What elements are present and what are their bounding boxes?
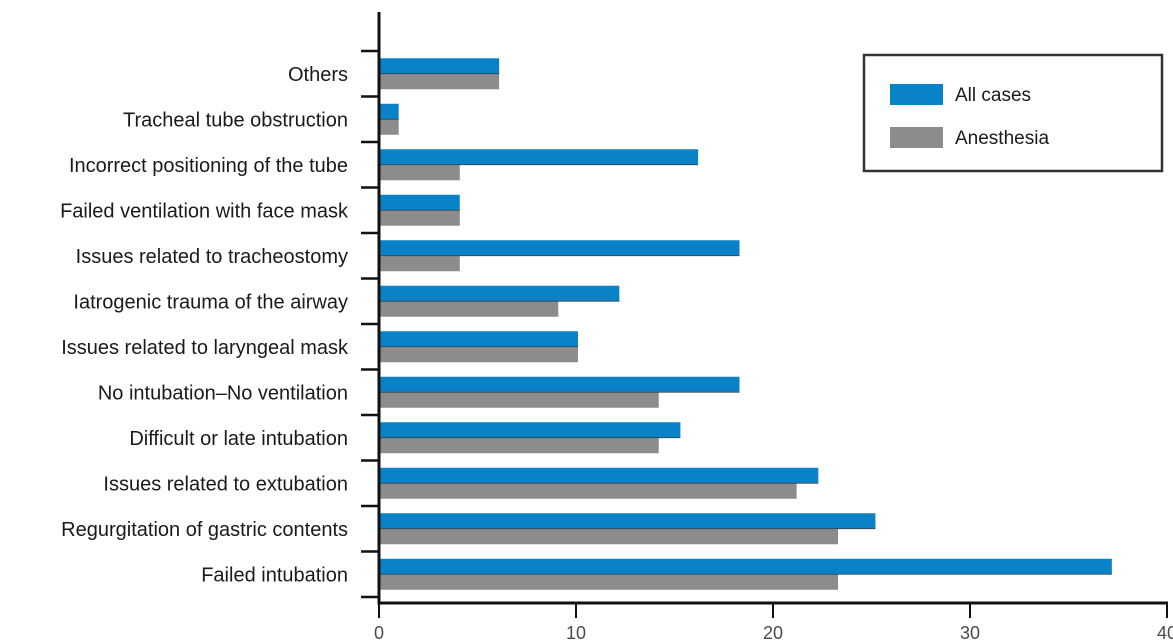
category-label: Failed intubation [201,564,348,586]
category-label: Issues related to extubation [103,473,348,495]
bar-all-cases-others [379,58,500,74]
bar-anesthesia-iatrogenic-trauma-of-the-airway [379,301,559,317]
category-label: Difficult or late intubation [129,428,348,450]
bar-all-cases-failed-ventilation-with-face-mask [379,194,460,211]
bar-all-cases-tracheal-tube-obstruction [379,103,399,120]
category-label: No intubation–No ventilation [98,382,348,404]
bar-anesthesia-failed-intubation [379,574,839,590]
category-label: Issues related to laryngeal mask [61,337,349,359]
bar-anesthesia-issues-related-to-tracheostomy [379,255,460,272]
bar-anesthesia-tracheal-tube-obstruction [379,119,399,135]
bar-anesthesia-failed-ventilation-with-face-mask [379,210,460,226]
category-label: Failed ventilation with face mask [60,200,349,222]
bar-all-cases-issues-related-to-laryngeal-mask [379,331,578,347]
legend: All cases Anesthesia [862,53,1164,173]
bar-all-cases-issues-related-to-tracheostomy [379,240,740,256]
bar-all-cases-failed-intubation [379,558,1112,575]
category-label: Others [288,64,348,86]
x-tick-label: 0 [374,623,384,642]
category-label: Regurgitation of gastric contents [61,519,348,541]
x-tick-label: 40 [1157,623,1173,642]
bar-anesthesia-no-intubation-no-ventilation [379,392,659,408]
bar-all-cases-iatrogenic-trauma-of-the-airway [379,285,620,302]
bar-all-cases-difficult-or-late-intubation [379,422,681,438]
bar-all-cases-no-intubation-no-ventilation [379,376,740,393]
bar-all-cases-issues-related-to-extubation [379,467,819,484]
bar-all-cases-incorrect-positioning-of-the-tube [379,149,699,165]
bar-anesthesia-regurgitation-of-gastric-contents [379,528,839,545]
category-label: Issues related to tracheostomy [76,246,348,268]
legend-box [862,53,1164,173]
axes: 0 10 20 30 40 [361,12,1173,642]
legend-label-anesthesia: Anesthesia [955,128,1049,149]
bar-anesthesia-issues-related-to-extubation [379,483,797,499]
bar-anesthesia-others [379,73,500,90]
bar-anesthesia-difficult-or-late-intubation [379,437,659,454]
category-labels: Failed intubation Regurgitation of gastri… [60,64,349,587]
category-label: Iatrogenic trauma of the airway [73,291,348,313]
x-tick-label: 10 [566,623,586,642]
category-label: Tracheal tube obstruction [123,109,348,131]
bars-group [379,58,1112,590]
legend-swatch-anesthesia [890,127,943,148]
x-tick-label: 30 [960,623,980,642]
legend-label-all-cases: All cases [955,85,1031,106]
bar-anesthesia-incorrect-positioning-of-the-tube [379,164,460,181]
category-label: Incorrect positioning of the tube [69,155,348,177]
x-tick-label: 20 [763,623,783,642]
bar-all-cases-regurgitation-of-gastric-contents [379,513,876,529]
bar-anesthesia-issues-related-to-laryngeal-mask [379,346,578,363]
legend-swatch-all-cases [890,84,943,105]
